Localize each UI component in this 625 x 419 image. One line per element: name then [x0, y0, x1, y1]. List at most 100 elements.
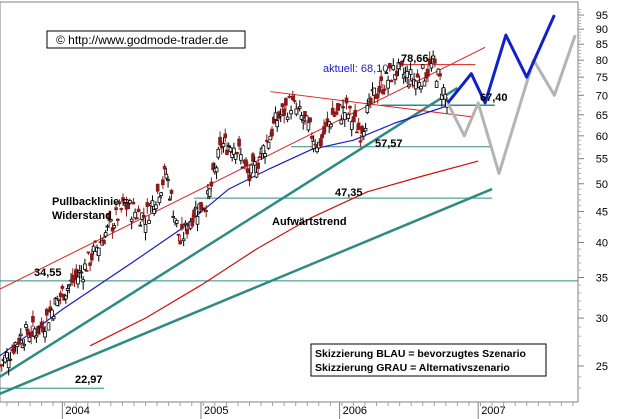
pullback-label: Pullbacklinie =	[52, 196, 129, 208]
candle-body	[422, 80, 427, 87]
candle-body	[133, 211, 137, 219]
candle-body	[29, 331, 33, 337]
candle	[289, 105, 293, 120]
candle	[51, 314, 56, 322]
candle-body	[43, 331, 47, 338]
y-axis: 25 30 35 40 45 50 55 60 65 70 75 80 85 90 95	[578, 9, 608, 389]
candle	[278, 108, 283, 123]
candle-body	[84, 269, 89, 272]
candle-body	[102, 239, 106, 245]
candle-body	[310, 136, 314, 139]
candle-body	[76, 276, 80, 285]
candle-body	[438, 73, 442, 77]
candle-body	[254, 172, 259, 178]
candle-body	[152, 209, 157, 214]
candle-body	[192, 209, 196, 218]
candle-body	[375, 93, 380, 99]
candle	[114, 201, 118, 216]
candle	[408, 62, 413, 81]
candle-body	[193, 206, 198, 210]
candle-body	[154, 204, 158, 210]
candle-body	[256, 162, 260, 169]
candle-body	[0, 364, 4, 367]
candle-body	[209, 181, 214, 187]
candle-body	[237, 138, 241, 147]
candle-body	[382, 88, 387, 91]
level-label-7866: 78,66	[401, 53, 429, 65]
candle	[112, 223, 117, 230]
candle	[365, 100, 370, 115]
candle-body	[143, 224, 148, 233]
candle-body	[365, 104, 370, 114]
candle	[171, 210, 176, 218]
y-tick-label: 35	[596, 273, 608, 285]
candle-body	[346, 113, 351, 119]
candle-body	[285, 116, 290, 120]
candle	[216, 146, 221, 160]
candle-body	[116, 218, 120, 221]
candle-body	[292, 100, 297, 102]
candle-body	[263, 153, 267, 158]
y-tick-label: 45	[596, 206, 608, 218]
candle-body	[223, 133, 228, 139]
candle-body	[247, 174, 252, 182]
y-tick-label: 60	[596, 131, 608, 143]
candle	[341, 99, 345, 114]
candle	[119, 207, 124, 213]
candle-body	[443, 93, 448, 100]
candle	[142, 207, 146, 225]
candle-body	[131, 201, 136, 205]
candle-body	[135, 217, 139, 220]
candle-body	[25, 328, 30, 335]
plot-frame	[0, 1, 579, 403]
candle-body	[356, 122, 361, 131]
candle-body	[235, 152, 240, 154]
candle-body	[183, 222, 188, 225]
candle-body	[202, 207, 207, 210]
candle-body	[74, 268, 79, 278]
candle-body	[178, 240, 182, 245]
candle-body	[329, 124, 333, 128]
candle	[161, 176, 165, 189]
scenario-blue-line	[446, 14, 556, 105]
candle-body	[161, 179, 165, 186]
candle-body	[81, 279, 85, 283]
candle-body	[386, 79, 390, 89]
scenario-paths	[446, 14, 577, 175]
candle	[225, 142, 229, 156]
candle-body	[388, 62, 392, 69]
candle-body	[109, 219, 113, 222]
candle-body	[306, 121, 311, 131]
candle-body	[114, 207, 118, 210]
candle	[103, 229, 108, 238]
url-label: © http://www.godmode-trader.de	[56, 33, 229, 47]
candle-body	[181, 238, 186, 242]
candle-body	[341, 106, 345, 109]
candle-body	[433, 58, 437, 64]
candle	[214, 165, 219, 180]
candle	[195, 210, 200, 232]
level-label-5757: 57,57	[375, 138, 403, 150]
candle-body	[339, 119, 344, 125]
candle	[353, 104, 357, 123]
candle-body	[105, 225, 110, 228]
candle	[43, 325, 47, 343]
x-tick-label: 2006	[343, 405, 367, 417]
candle	[31, 310, 35, 328]
candle	[389, 79, 394, 83]
candle-body	[391, 65, 396, 71]
x-tick-label: 2004	[65, 405, 89, 417]
candle-body	[24, 324, 28, 328]
y-tick-label: 75	[596, 72, 608, 84]
candle-body	[414, 80, 418, 90]
candle-body	[353, 109, 357, 117]
candle	[17, 334, 21, 347]
candle-body	[251, 153, 255, 162]
candle-body	[273, 112, 278, 120]
candle-body	[420, 64, 425, 69]
candle-body	[415, 73, 420, 78]
candle	[252, 156, 257, 173]
candle-body	[301, 120, 306, 123]
candle-body	[39, 321, 44, 329]
candle-body	[280, 103, 285, 108]
